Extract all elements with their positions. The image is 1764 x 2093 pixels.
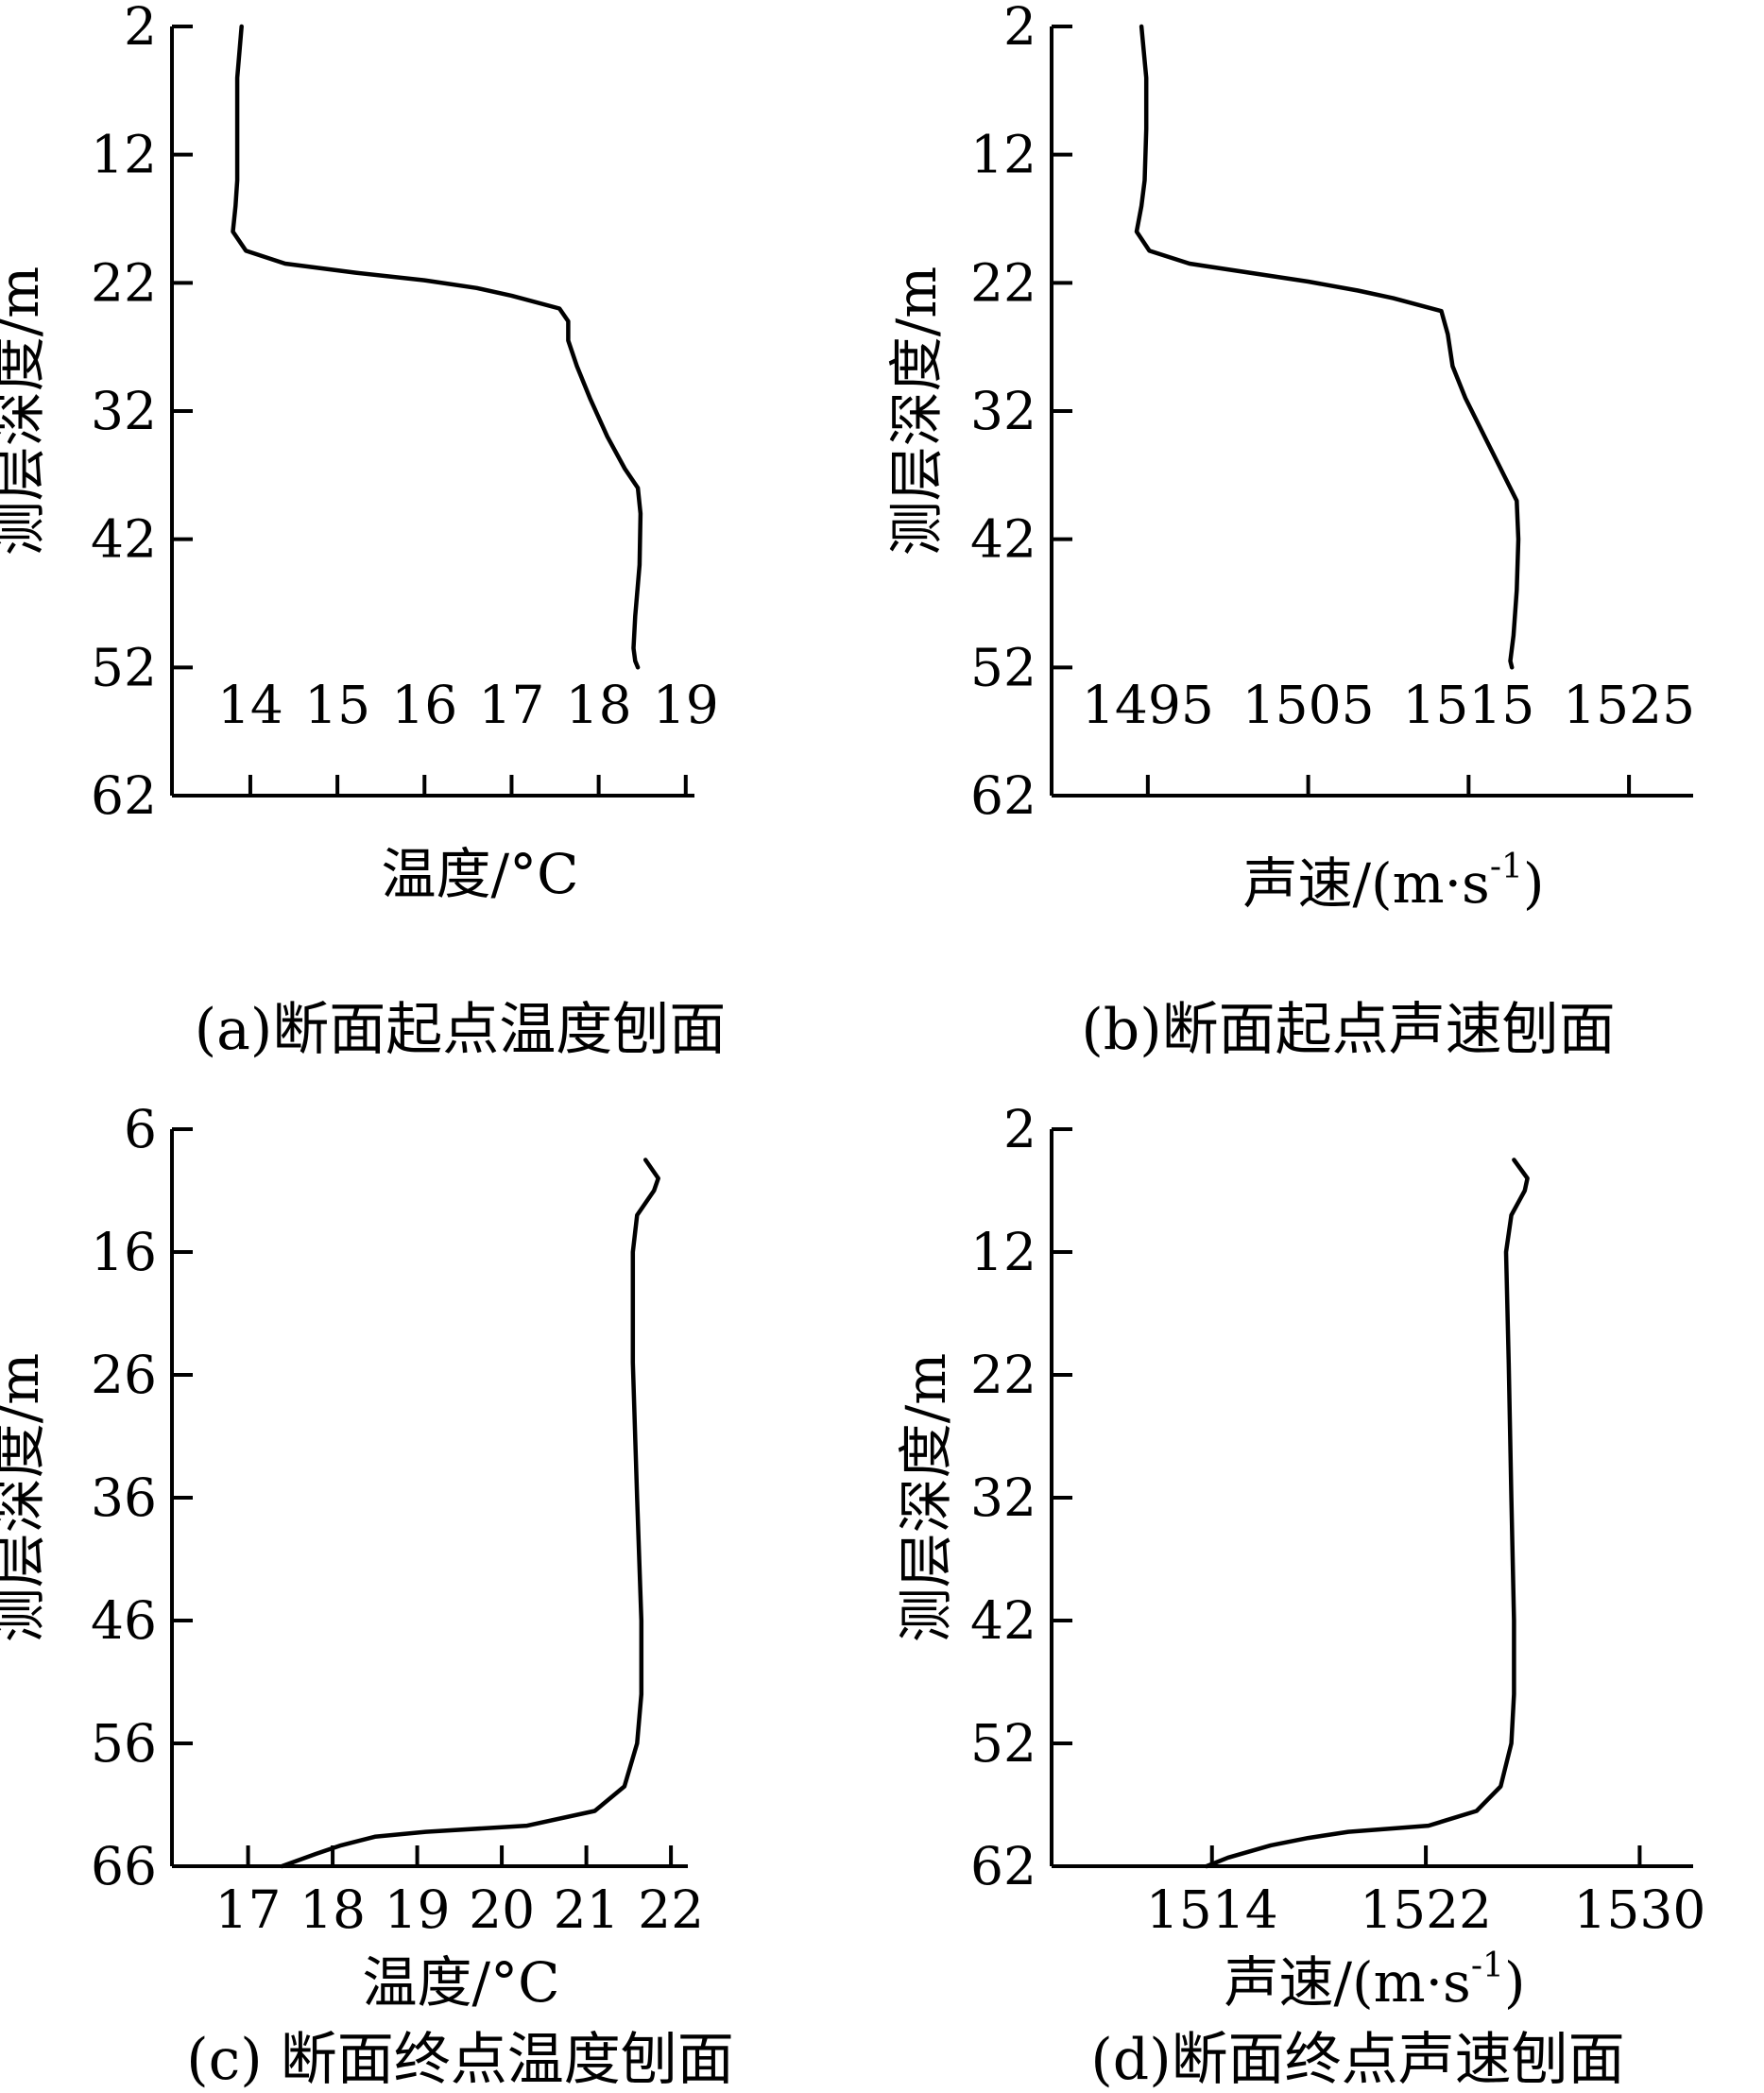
y-axis-title: 测层深度/m xyxy=(0,1353,51,1643)
x-tick-label: 21 xyxy=(554,1879,620,1940)
y-tick-label: 62 xyxy=(970,1836,1036,1896)
y-tick-label: 42 xyxy=(970,1590,1036,1651)
y-axis-title: 测层深度/m xyxy=(894,1353,958,1643)
y-tick-label: 36 xyxy=(91,1467,157,1528)
panel-b: (b)断面起点声速刨面 2 12 22 32 42 52 62 1495 1505 1515 152… xyxy=(884,0,1695,1063)
y-tick-label: 52 xyxy=(91,637,157,697)
x-tick-label: 19 xyxy=(385,1879,451,1940)
y-tick-label: 32 xyxy=(970,1467,1036,1528)
panel-caption: (d)断面终点声速刨面 xyxy=(1090,2027,1624,2093)
x-tick-label: 1525 xyxy=(1563,675,1695,735)
x-tick-label: 17 xyxy=(478,675,544,735)
y-axis-title: 测层深度/m xyxy=(884,266,949,557)
y-tick-label: 62 xyxy=(91,765,157,826)
y-tick-label: 2 xyxy=(1003,0,1036,57)
panel-a: (a)断面起点温度刨面 2 12 22 32 42 52 62 14 15 16 17 18 19 温度/… xyxy=(0,0,726,1063)
y-tick-label: 62 xyxy=(970,765,1036,826)
y-tick-label: 16 xyxy=(91,1222,157,1282)
y-tick-label: 6 xyxy=(124,1099,157,1159)
y-tick-label: 42 xyxy=(970,509,1036,570)
y-tick-label: 2 xyxy=(124,0,157,57)
y-tick-label: 56 xyxy=(91,1713,157,1774)
x-tick-label: 1515 xyxy=(1402,675,1534,735)
x-tick-label: 22 xyxy=(638,1879,704,1940)
profile-line xyxy=(231,24,643,670)
y-tick-label: 46 xyxy=(91,1590,157,1651)
panel-caption: (c) 断面终点温度刨面 xyxy=(186,2027,734,2093)
y-tick-label: 22 xyxy=(970,252,1036,313)
panel-c: (c) 断面终点温度刨面 6 16 26 36 46 56 66 17 18 19 20 21 22 温度… xyxy=(0,1099,734,2093)
x-tick-label: 18 xyxy=(566,675,632,735)
x-tick-label: 1495 xyxy=(1082,675,1214,735)
y-axis-title: 测层深度/m xyxy=(0,266,51,557)
y-tick-label: 12 xyxy=(970,125,1036,185)
profile-line xyxy=(1134,24,1521,670)
x-tick-label: 19 xyxy=(653,675,719,735)
panel-caption: (a)断面起点温度刨面 xyxy=(195,997,727,1063)
y-tick-label: 12 xyxy=(91,125,157,185)
y-tick-label: 12 xyxy=(970,1222,1036,1282)
x-axis-title: 温度/°C xyxy=(382,842,579,906)
y-tick-label: 22 xyxy=(91,252,157,313)
x-tick-label: 1530 xyxy=(1573,1879,1705,1940)
profile-line xyxy=(1204,1158,1530,1869)
y-tick-label: 52 xyxy=(970,1713,1036,1774)
y-tick-label: 2 xyxy=(1003,1099,1036,1159)
x-axis-title: 温度/°C xyxy=(363,1950,560,2015)
y-tick-label: 66 xyxy=(91,1836,157,1896)
y-tick-label: 52 xyxy=(970,637,1036,697)
x-tick-label: 1514 xyxy=(1146,1879,1278,1940)
x-tick-label: 20 xyxy=(469,1879,535,1940)
panel-caption: (b)断面起点声速刨面 xyxy=(1081,997,1615,1063)
x-tick-label: 16 xyxy=(391,675,457,735)
x-tick-label: 17 xyxy=(215,1879,282,1940)
y-tick-label: 32 xyxy=(970,381,1036,441)
y-tick-label: 22 xyxy=(970,1345,1036,1405)
y-tick-label: 42 xyxy=(91,509,157,570)
x-tick-label: 14 xyxy=(217,675,283,735)
y-tick-label: 26 xyxy=(91,1345,157,1405)
x-tick-label: 1522 xyxy=(1360,1879,1492,1940)
x-tick-label: 15 xyxy=(304,675,370,735)
x-axis-title: 声速/(m·s-1) xyxy=(1224,1947,1525,2015)
x-axis-title: 声速/(m·s-1) xyxy=(1242,848,1544,916)
x-tick-label: 1505 xyxy=(1242,675,1375,735)
y-tick-label: 32 xyxy=(91,381,157,441)
x-tick-label: 18 xyxy=(300,1879,366,1940)
panel-d: (d)断面终点声速刨面 2 12 22 32 42 52 62 1514 1522 1530 声速/… xyxy=(894,1099,1705,2093)
profile-line xyxy=(280,1158,660,1869)
